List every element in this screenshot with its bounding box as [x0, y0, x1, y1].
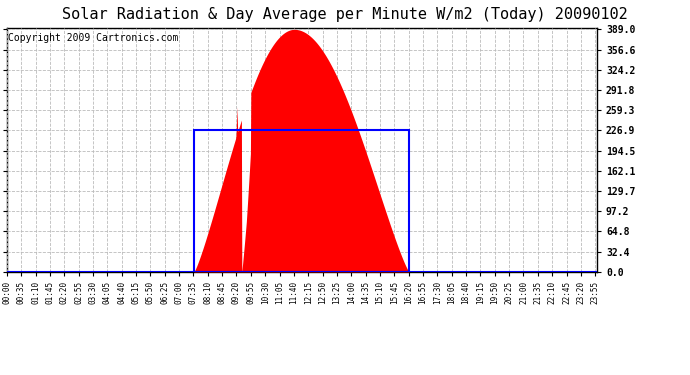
Text: Copyright 2009 Cartronics.com: Copyright 2009 Cartronics.com [8, 33, 179, 43]
Text: Solar Radiation & Day Average per Minute W/m2 (Today) 20090102: Solar Radiation & Day Average per Minute… [62, 8, 628, 22]
Bar [194, 130, 409, 272]
